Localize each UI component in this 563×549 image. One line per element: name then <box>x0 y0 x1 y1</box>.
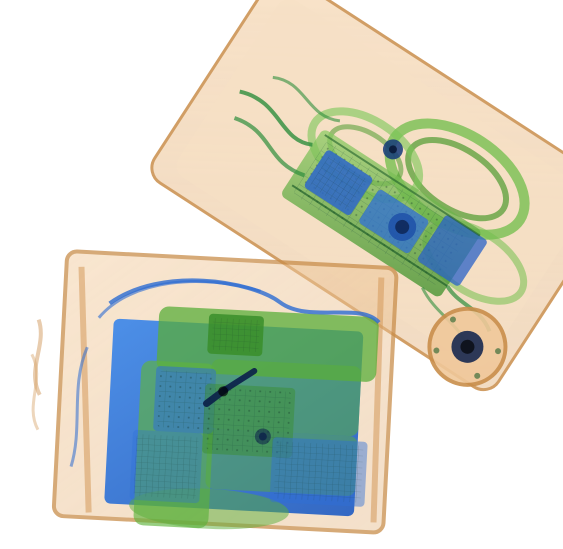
round-object <box>427 306 508 387</box>
circuit-board <box>282 130 487 297</box>
box-right <box>150 0 563 392</box>
dense-component <box>382 139 403 160</box>
box-left <box>30 249 399 535</box>
circuit-boards <box>129 313 368 507</box>
round-markers <box>254 428 271 445</box>
dense-component-left <box>203 367 258 408</box>
cable-loop <box>69 278 381 467</box>
